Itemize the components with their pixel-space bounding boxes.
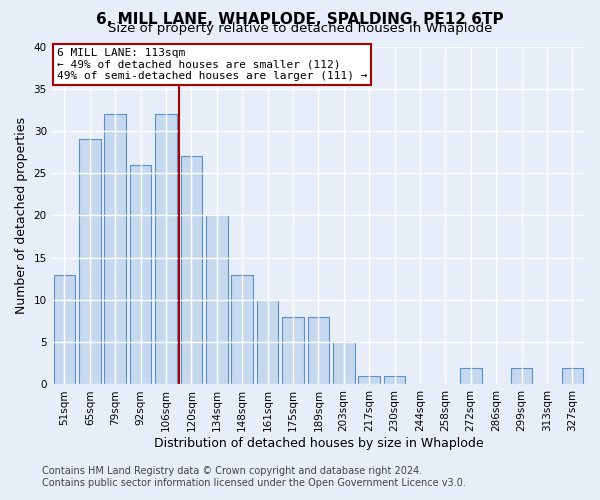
- Bar: [460, 368, 482, 384]
- Bar: [358, 376, 380, 384]
- Bar: [384, 376, 406, 384]
- Bar: [308, 317, 329, 384]
- Text: 6, MILL LANE, WHAPLODE, SPALDING, PE12 6TP: 6, MILL LANE, WHAPLODE, SPALDING, PE12 6…: [96, 12, 504, 26]
- Bar: [155, 114, 177, 384]
- Bar: [104, 114, 126, 384]
- Text: Contains HM Land Registry data © Crown copyright and database right 2024.
Contai: Contains HM Land Registry data © Crown c…: [42, 466, 466, 487]
- Bar: [282, 317, 304, 384]
- Bar: [79, 140, 101, 384]
- Bar: [53, 274, 75, 384]
- X-axis label: Distribution of detached houses by size in Whaplode: Distribution of detached houses by size …: [154, 437, 483, 450]
- Bar: [511, 368, 532, 384]
- Bar: [232, 274, 253, 384]
- Bar: [257, 300, 278, 384]
- Text: Size of property relative to detached houses in Whaplode: Size of property relative to detached ho…: [108, 22, 492, 35]
- Bar: [206, 216, 227, 384]
- Bar: [333, 342, 355, 384]
- Y-axis label: Number of detached properties: Number of detached properties: [15, 117, 28, 314]
- Bar: [130, 165, 151, 384]
- Bar: [181, 156, 202, 384]
- Text: 6 MILL LANE: 113sqm
← 49% of detached houses are smaller (112)
49% of semi-detac: 6 MILL LANE: 113sqm ← 49% of detached ho…: [57, 48, 367, 82]
- Bar: [562, 368, 583, 384]
